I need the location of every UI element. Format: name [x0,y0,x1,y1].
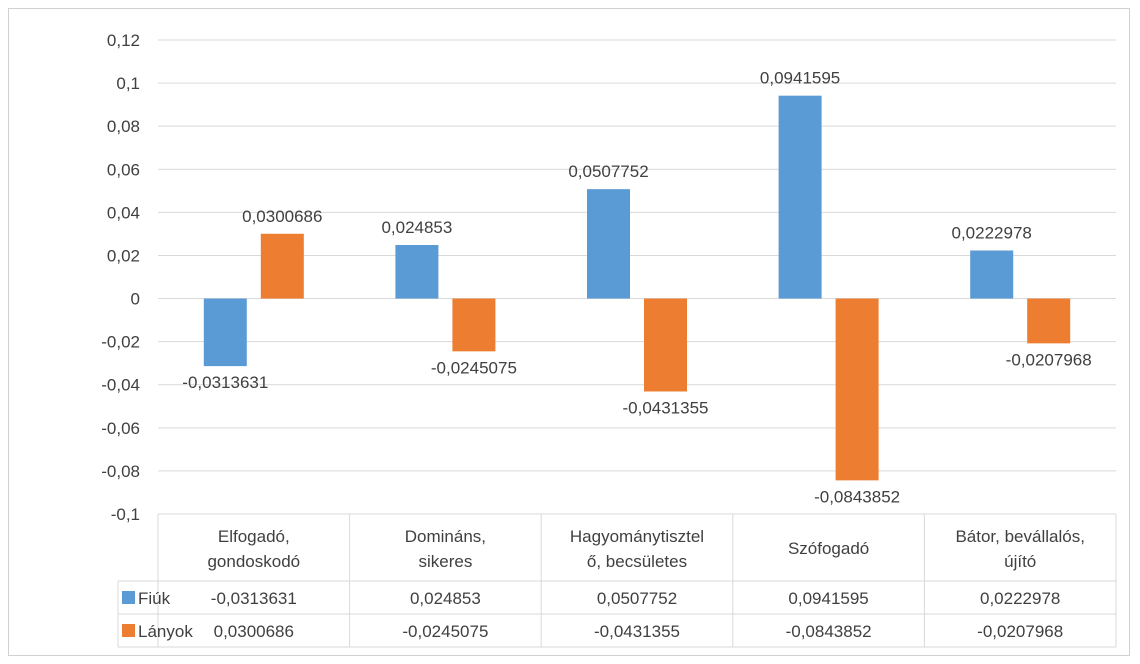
y-tick-label: 0,1 [116,74,140,93]
category-label: Szófogadó [788,539,869,558]
legend-label: Fiúk [138,589,171,608]
legend-swatch-fik [122,591,135,604]
category-label: sikeres [418,552,472,571]
data-label: 0,0507752 [568,162,648,181]
y-tick-label: 0,06 [107,160,140,179]
table-cell: -0,0245075 [402,622,488,641]
table-cell: 0,0507752 [597,589,677,608]
legend-label: Lányok [138,622,193,641]
category-label: ő, becsületes [587,552,687,571]
table-cell: 0,0222978 [980,589,1060,608]
y-tick-label: 0,04 [107,203,140,222]
y-tick-label: 0 [131,290,140,309]
data-label: 0,0222978 [952,224,1032,243]
bar-lnyok-0 [260,233,304,299]
table-cell: -0,0843852 [786,622,872,641]
y-tick-label: -0,02 [101,333,140,352]
bar-lnyok-1 [452,298,496,352]
y-tick-label: -0,1 [111,505,140,524]
category-label: újító [1004,552,1036,571]
y-tick-label: 0,08 [107,117,140,136]
y-tick-label: -0,04 [101,376,140,395]
category-label: Bátor, bevállalós, [955,527,1084,546]
bar-fik-2 [587,189,630,299]
y-tick-label: -0,06 [101,419,140,438]
data-label: -0,0843852 [814,487,900,506]
bar-fik-0 [203,298,247,367]
bar-lnyok-4 [1027,298,1071,344]
category-label: Domináns, [405,527,486,546]
table-cell: 0,024853 [410,589,481,608]
data-label: 0,024853 [381,218,452,237]
y-tick-label: 0,02 [107,246,140,265]
bar-fik-4 [970,250,1014,299]
table-cell: -0,0313631 [211,589,297,608]
chart-frame [8,8,1130,656]
table-cell: -0,0207968 [977,622,1063,641]
table-cell: 0,0300686 [214,622,294,641]
bar-lnyok-3 [835,298,879,481]
bar-fik-1 [395,244,439,299]
bar-lnyok-2 [644,298,687,392]
data-label: -0,0313631 [182,373,268,392]
data-label: -0,0207968 [1006,350,1092,369]
y-tick-label: -0,08 [101,462,140,481]
data-label: -0,0245075 [431,358,517,377]
category-label: Hagyománytisztel [570,527,704,546]
data-label: -0,0431355 [622,398,708,417]
category-label: Elfogadó, [218,527,290,546]
table-cell: 0,0941595 [788,589,868,608]
data-label: 0,0941595 [760,69,840,88]
category-label: gondoskodó [207,552,300,571]
bar-fik-3 [778,95,822,299]
table-cell: -0,0431355 [594,622,680,641]
y-tick-label: 0,12 [107,31,140,50]
data-label: 0,0300686 [242,207,322,226]
legend-swatch-lnyok [122,624,135,637]
